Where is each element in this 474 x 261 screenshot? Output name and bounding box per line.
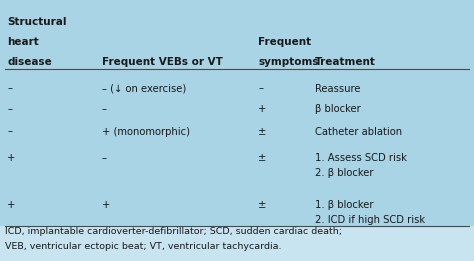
Text: +: +: [258, 104, 267, 114]
Text: ±: ±: [258, 200, 267, 210]
Text: symptoms: symptoms: [258, 57, 319, 67]
Text: +: +: [7, 153, 16, 163]
Text: VEB, ventricular ectopic beat; VT, ventricular tachycardia.: VEB, ventricular ectopic beat; VT, ventr…: [5, 242, 281, 251]
Text: –: –: [102, 153, 107, 163]
Text: –: –: [7, 84, 12, 93]
Text: –: –: [258, 84, 264, 93]
Text: + (monomorphic): + (monomorphic): [102, 127, 190, 137]
Text: +: +: [7, 200, 16, 210]
FancyBboxPatch shape: [0, 226, 474, 261]
Text: Structural: Structural: [7, 17, 67, 27]
Text: –: –: [7, 104, 12, 114]
Text: ±: ±: [258, 153, 267, 163]
Text: 2. β blocker: 2. β blocker: [315, 168, 374, 178]
Text: ±: ±: [258, 127, 267, 137]
Text: Treatment: Treatment: [315, 57, 376, 67]
Text: +: +: [102, 200, 110, 210]
Text: – (↓ on exercise): – (↓ on exercise): [102, 84, 186, 93]
Text: ICD, implantable cardioverter-defibrillator; SCD, sudden cardiac death;: ICD, implantable cardioverter-defibrilla…: [5, 227, 342, 236]
Text: –: –: [7, 127, 12, 137]
Text: Catheter ablation: Catheter ablation: [315, 127, 402, 137]
Text: 2. ICD if high SCD risk: 2. ICD if high SCD risk: [315, 215, 425, 225]
Text: Reassure: Reassure: [315, 84, 361, 93]
Text: –: –: [102, 104, 107, 114]
Text: 1. Assess SCD risk: 1. Assess SCD risk: [315, 153, 407, 163]
Text: β blocker: β blocker: [315, 104, 361, 114]
Text: Frequent: Frequent: [258, 37, 311, 47]
Text: disease: disease: [7, 57, 52, 67]
Text: Frequent VEBs or VT: Frequent VEBs or VT: [102, 57, 223, 67]
Text: heart: heart: [7, 37, 39, 47]
Text: 1. β blocker: 1. β blocker: [315, 200, 374, 210]
